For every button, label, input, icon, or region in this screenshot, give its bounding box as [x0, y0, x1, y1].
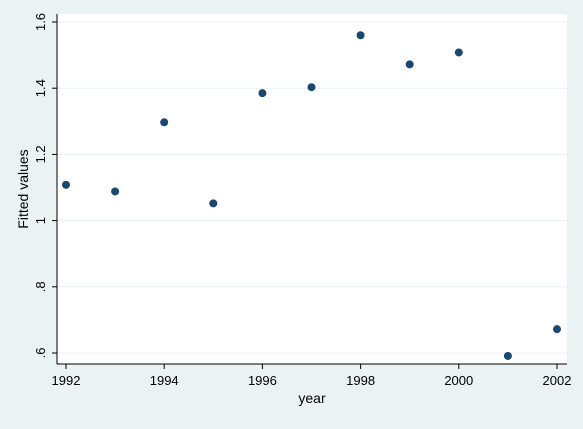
data-point: [553, 325, 561, 334]
y-tick-label: .8: [33, 281, 48, 292]
y-tick-label: .6: [33, 348, 48, 359]
data-points: [62, 31, 561, 360]
y-axis-label: Fitted values: [15, 149, 31, 228]
data-point: [160, 118, 169, 127]
data-point: [209, 199, 218, 208]
data-point: [356, 31, 365, 40]
y-tick-label: 1: [33, 217, 48, 224]
y-tick-label: 1.4: [33, 79, 48, 97]
data-point: [454, 48, 463, 57]
x-tick-label: 2002: [543, 373, 572, 388]
y-tick-label: 1.2: [33, 145, 48, 163]
data-point: [405, 60, 414, 69]
x-tick-label: 1992: [52, 373, 81, 388]
data-point: [307, 83, 316, 92]
x-axis-label: year: [298, 390, 326, 406]
data-point: [258, 89, 267, 98]
data-point: [503, 351, 512, 360]
y-tick-label: 1.6: [33, 13, 48, 31]
data-point: [62, 180, 70, 189]
x-tick-label: 2000: [444, 373, 473, 388]
x-tick-label: 1996: [248, 373, 277, 388]
plot-area: [57, 14, 567, 364]
data-point: [111, 187, 120, 196]
axes: .6 .8 1 1.2 1.4 1.6 1992 1994 1996 1998 2000 2002: [33, 13, 571, 388]
x-tick-label: 1998: [346, 373, 375, 388]
x-tick-label: 1994: [150, 373, 179, 388]
